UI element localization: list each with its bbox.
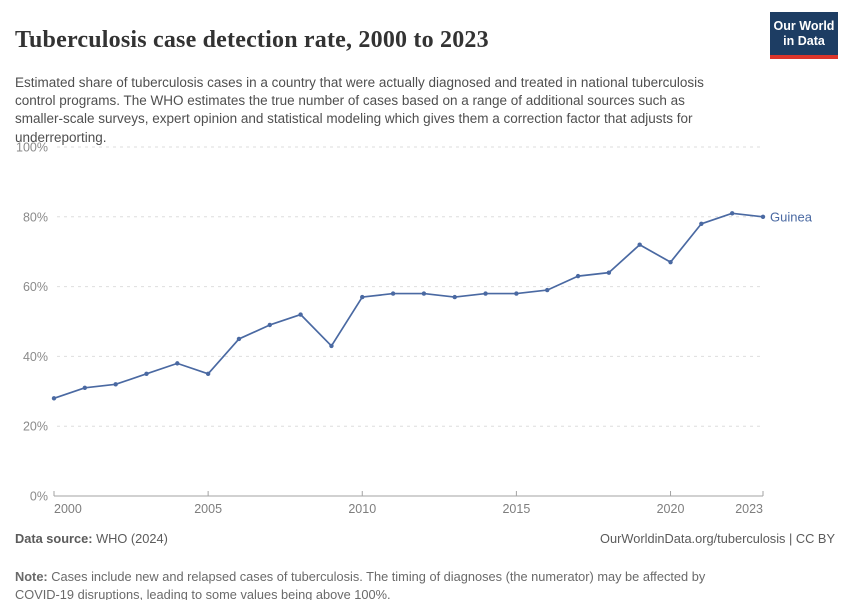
data-point[interactable] <box>113 382 118 387</box>
y-tick-label: 0% <box>30 490 48 504</box>
data-point[interactable] <box>82 385 88 391</box>
x-tick-label: 2020 <box>657 502 685 516</box>
data-point[interactable] <box>175 361 180 366</box>
y-tick-label: 100% <box>16 141 48 155</box>
owid-logo[interactable]: Our World in Data <box>770 12 838 59</box>
data-point[interactable] <box>421 291 427 296</box>
data-point[interactable] <box>575 273 581 279</box>
owid-logo-line1: Our World <box>773 19 835 33</box>
data-point[interactable] <box>144 371 149 377</box>
data-point[interactable] <box>637 242 642 247</box>
y-tick-label: 60% <box>23 280 48 294</box>
y-tick-label: 40% <box>23 350 48 364</box>
data-point[interactable] <box>267 322 272 328</box>
x-tick-label: 2010 <box>348 502 376 516</box>
footer-source-row: OurWorldinData.org/tuberculosis | CC BY … <box>15 531 835 546</box>
data-point[interactable] <box>729 211 735 216</box>
data-point[interactable] <box>452 294 457 300</box>
note-text: Cases include new and relapsed cases of … <box>15 568 706 600</box>
data-point[interactable] <box>236 336 242 342</box>
x-tick-label: 2015 <box>502 502 530 516</box>
data-point[interactable] <box>298 312 303 317</box>
footer-link[interactable]: OurWorldinData.org/tuberculosis | CC BY <box>600 531 835 546</box>
x-tick-label: 2023 <box>735 502 763 516</box>
y-tick-label: 20% <box>23 420 48 434</box>
data-source-value: WHO (2024) <box>92 531 168 546</box>
owid-logo-line2: in Data <box>783 34 825 48</box>
data-point[interactable] <box>483 291 488 296</box>
data-point[interactable] <box>668 259 673 265</box>
data-point[interactable] <box>390 291 396 296</box>
x-tick-label: 2005 <box>194 502 222 516</box>
series-label-guinea[interactable]: Guinea <box>770 209 813 224</box>
note-label: Note: <box>15 568 48 584</box>
data-point[interactable] <box>760 214 766 219</box>
chart-svg[interactable]: 0% 20% 40% 60% 80% 100% 2000 2005 2010 2015 2020 20… <box>0 140 850 520</box>
data-point[interactable] <box>514 291 519 296</box>
series-line-guinea[interactable] <box>53 212 764 400</box>
x-tick-label: 2000 <box>54 502 82 516</box>
chart-area[interactable]: 0% 20% 40% 60% 80% 100% 2000 2005 2010 2015 2020 20… <box>0 140 850 520</box>
data-point[interactable] <box>205 371 211 377</box>
data-point[interactable] <box>545 287 550 293</box>
chart-subtitle: Estimated share of tuberculosis cases in… <box>15 74 704 145</box>
data-point[interactable] <box>606 270 612 275</box>
data-point[interactable] <box>699 221 704 226</box>
data-point[interactable] <box>360 294 365 300</box>
data-source-label: Data source: <box>15 531 93 546</box>
data-point[interactable] <box>51 396 57 401</box>
data-point[interactable] <box>329 343 334 349</box>
page-title: Tuberculosis case detection rate, 2000 t… <box>15 27 489 54</box>
footer-note: Note: Cases include new and relapsed cas… <box>15 568 745 600</box>
y-tick-label: 80% <box>23 210 48 224</box>
